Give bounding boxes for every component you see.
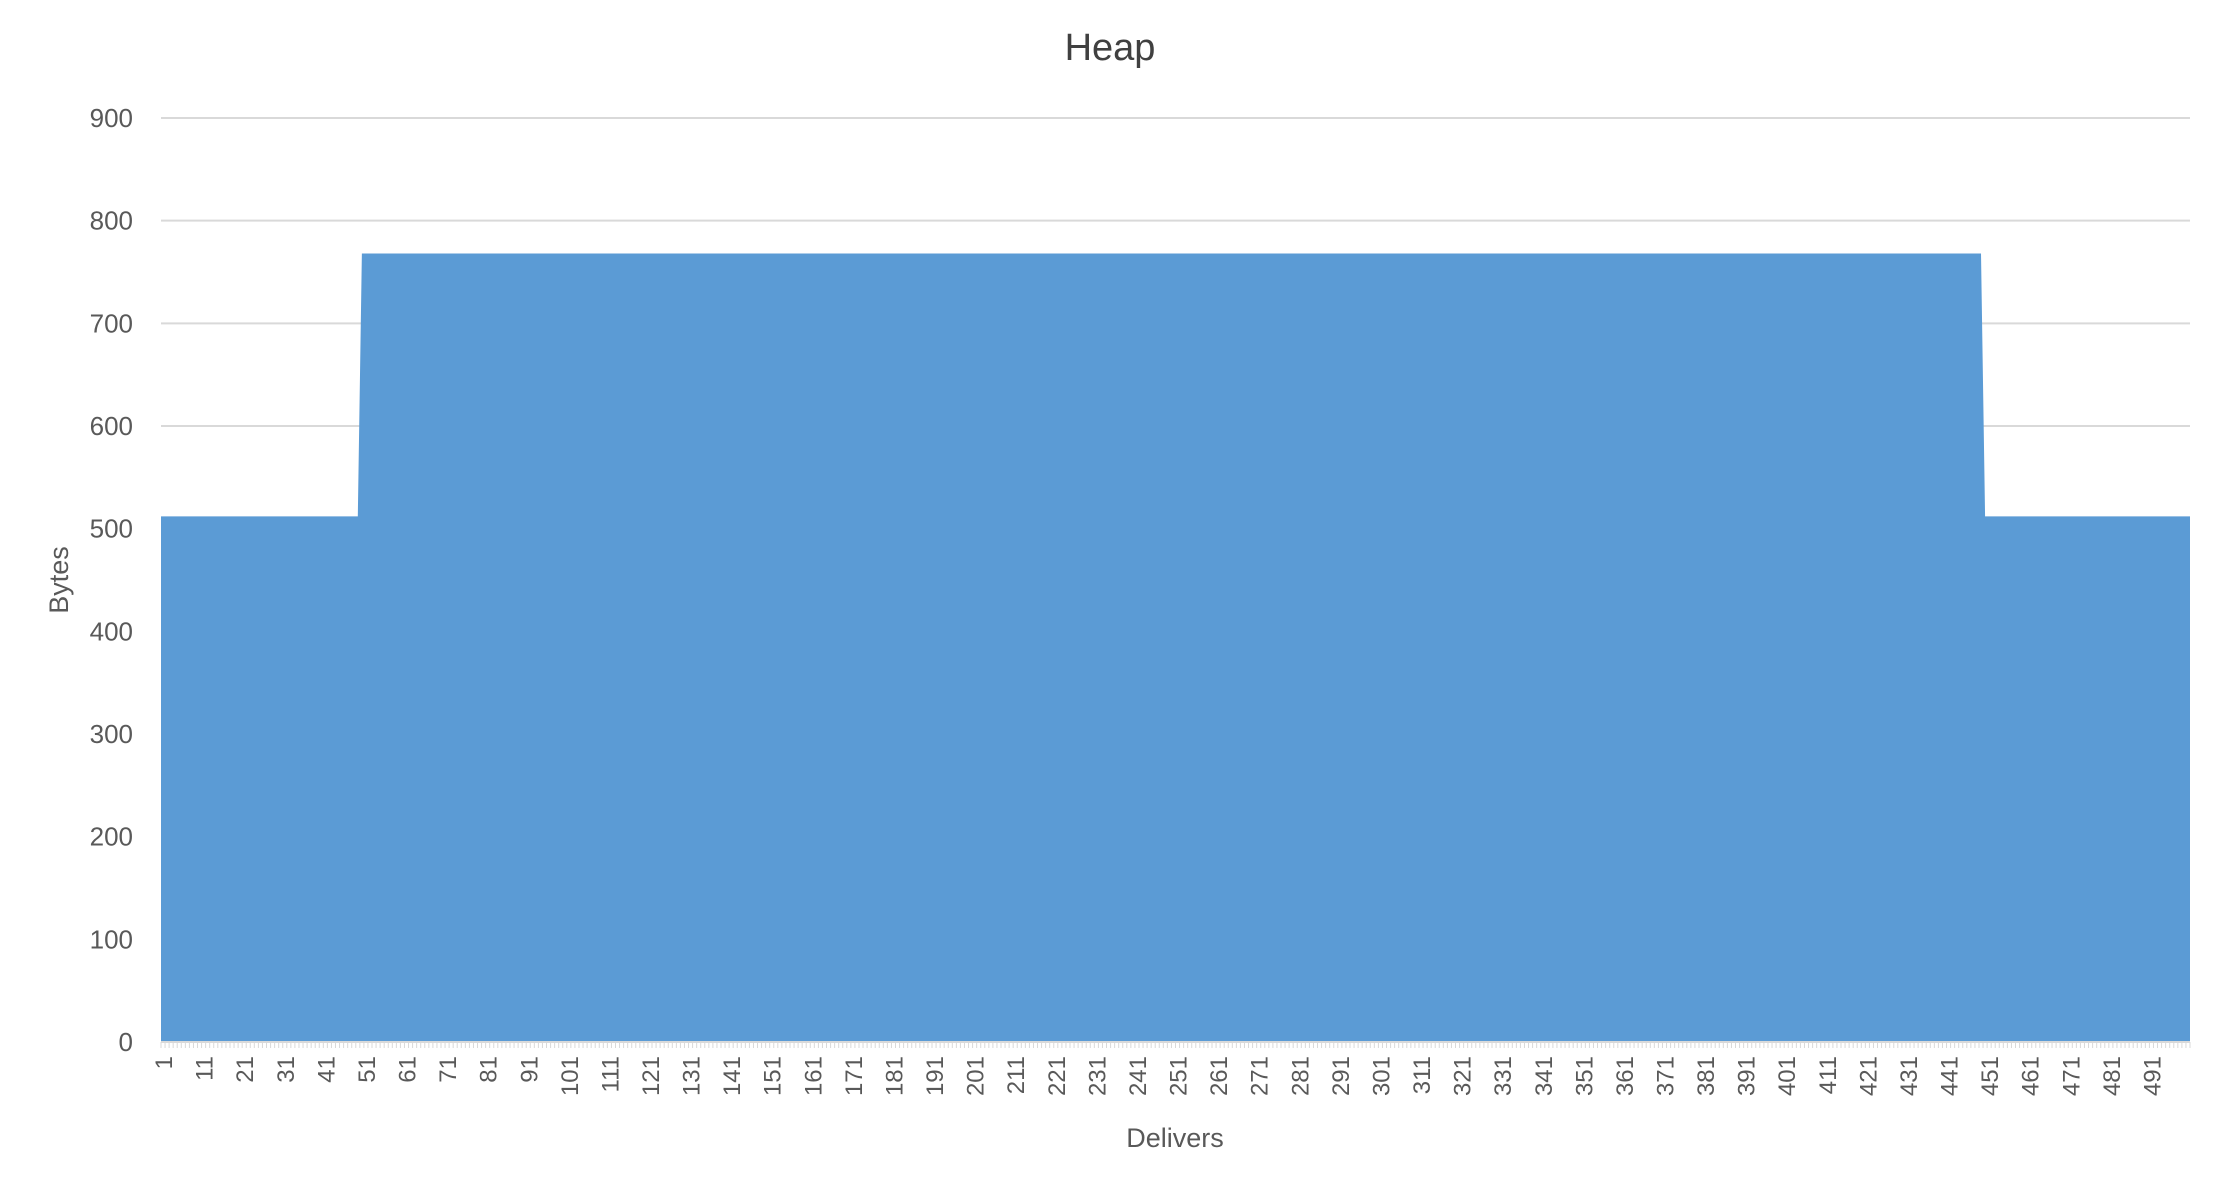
x-tick-label: 381	[1693, 1056, 1720, 1096]
x-tick-label: 451	[1977, 1056, 2004, 1096]
x-tick-label: 201	[963, 1056, 990, 1096]
x-tick-label: 131	[679, 1056, 706, 1096]
x-tick-label: 281	[1287, 1056, 1314, 1096]
x-tick-label: 341	[1531, 1056, 1558, 1096]
x-tick-label: 391	[1734, 1056, 1761, 1096]
x-axis-ticks: 1 11 21 31 41 51 61 71 81 91 101 111 121 131 141 151 161…	[151, 1041, 2191, 1096]
x-tick-label: 151	[760, 1056, 787, 1096]
y-tick-label: 700	[90, 308, 133, 338]
x-tick-label: 311	[1409, 1056, 1436, 1094]
x-tick-label: 121	[638, 1056, 665, 1096]
y-tick-label: 600	[90, 411, 133, 441]
x-tick-label: 191	[922, 1056, 949, 1096]
x-tick-label: 81	[476, 1056, 503, 1083]
x-tick-label: 221	[1044, 1056, 1071, 1096]
x-tick-label: 401	[1774, 1056, 1801, 1096]
y-tick-label: 900	[90, 103, 133, 133]
x-tick-label: 91	[516, 1056, 543, 1083]
x-tick-label: 441	[1937, 1056, 1964, 1096]
x-tick-label: 251	[1166, 1056, 1193, 1096]
area-series-0	[161, 253, 2190, 1042]
x-tick-label: 141	[719, 1056, 746, 1096]
plot-area	[161, 253, 2190, 1042]
x-tick-label: 321	[1450, 1056, 1477, 1096]
chart-title: Heap	[1065, 27, 1156, 69]
x-tick-label: 11	[192, 1056, 219, 1081]
x-tick-label: 231	[1084, 1056, 1111, 1096]
x-tick-label: 111	[597, 1056, 624, 1092]
x-tick-label: 261	[1206, 1056, 1233, 1096]
x-tick-label: 461	[2018, 1056, 2045, 1096]
x-tick-label: 101	[557, 1056, 584, 1096]
x-tick-label: 351	[1571, 1056, 1598, 1096]
x-tick-label: 1	[151, 1056, 178, 1069]
y-tick-label: 300	[90, 719, 133, 749]
x-tick-label: 301	[1368, 1056, 1395, 1096]
x-tick-label: 361	[1612, 1056, 1639, 1096]
y-tick-label: 800	[90, 206, 133, 236]
x-tick-label: 291	[1328, 1056, 1355, 1096]
y-tick-label: 400	[90, 616, 133, 646]
x-tick-label: 31	[273, 1056, 300, 1083]
x-tick-label: 471	[2058, 1056, 2085, 1096]
x-tick-label: 331	[1490, 1056, 1517, 1096]
x-tick-label: 371	[1652, 1056, 1679, 1096]
x-tick-label: 61	[395, 1056, 422, 1083]
y-axis-label: Bytes	[44, 546, 74, 614]
x-tick-label: 431	[1896, 1056, 1923, 1096]
y-tick-label: 500	[90, 514, 133, 544]
x-tick-label: 71	[435, 1056, 462, 1083]
y-tick-label: 100	[90, 924, 133, 954]
y-tick-label: 0	[119, 1027, 133, 1057]
x-tick-label: 411	[1815, 1056, 1842, 1094]
x-tick-label: 481	[2099, 1056, 2126, 1096]
x-tick-label: 21	[232, 1056, 259, 1083]
x-tick-label: 51	[354, 1056, 381, 1083]
x-tick-label: 161	[800, 1056, 827, 1096]
x-tick-label: 41	[313, 1056, 340, 1083]
x-axis-tick-marks	[160, 1042, 2191, 1048]
y-axis-ticks: 0 100 200 300 400 500 600 700 800 900	[90, 103, 133, 1057]
x-tick-label: 171	[841, 1056, 868, 1096]
x-tick-label: 421	[1855, 1056, 1882, 1096]
x-axis-label: Delivers	[1126, 1123, 1224, 1153]
x-tick-label: 271	[1247, 1056, 1274, 1096]
x-tick-label: 181	[881, 1056, 908, 1096]
y-tick-label: 200	[90, 822, 133, 852]
x-tick-label: 211	[1003, 1056, 1030, 1094]
x-tick-label: 491	[2139, 1056, 2166, 1096]
x-tick-label: 241	[1125, 1056, 1152, 1096]
